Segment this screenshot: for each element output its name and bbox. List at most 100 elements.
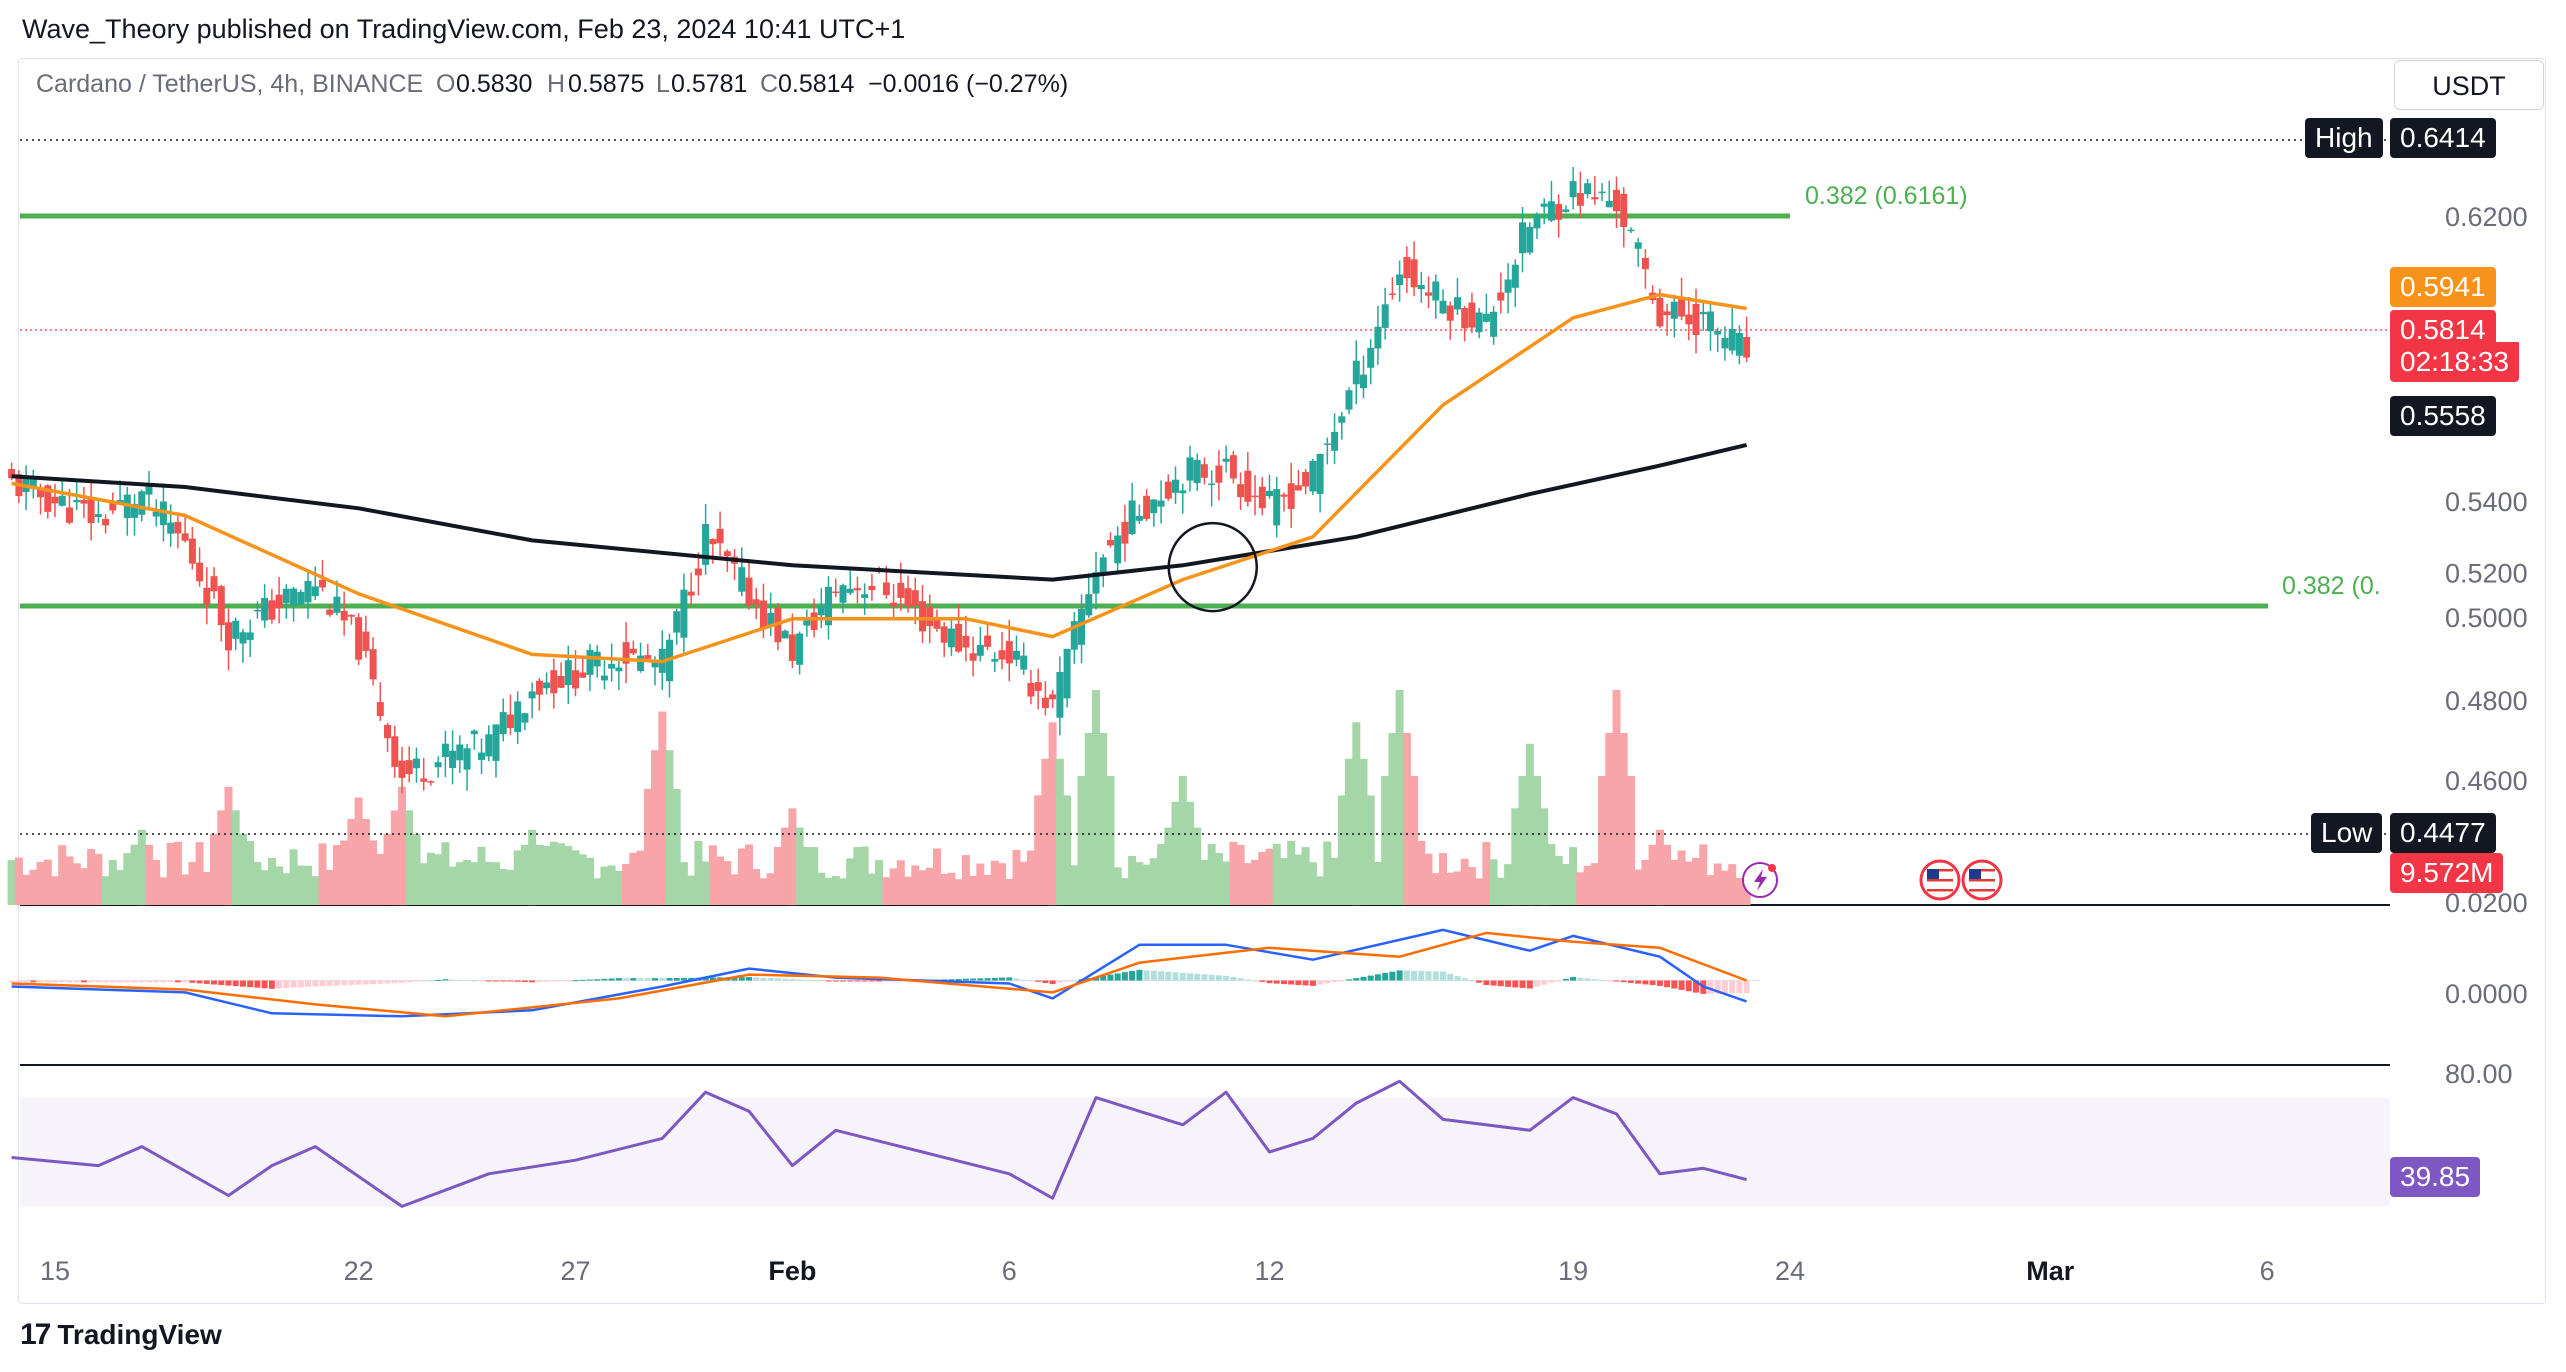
macd-histogram-bar (1584, 978, 1591, 981)
macd-histogram-bar (362, 980, 369, 985)
ohlc-open: 0.5830 (456, 70, 533, 98)
candle-body (449, 750, 457, 768)
volume-bar (1207, 844, 1216, 905)
tradingview-logo[interactable]: 17 TradingView (20, 1318, 222, 1352)
macd-histogram-bar (1223, 975, 1230, 981)
macd-histogram-bar (637, 978, 644, 981)
macd-histogram-bar (240, 980, 246, 987)
volume-bar (708, 845, 717, 905)
volume-bar (1576, 872, 1585, 905)
macd-histogram-bar (30, 980, 37, 983)
macd-histogram-bar (471, 980, 478, 982)
candle-body (1237, 484, 1245, 498)
volume-bar (904, 876, 912, 905)
volume-bar (181, 874, 190, 905)
macd-histogram-bar (1743, 980, 1750, 993)
volume-bar (889, 868, 898, 905)
macd-histogram-bar (370, 980, 377, 985)
volume-bar (933, 848, 941, 905)
time-axis-label: 19 (1558, 1256, 1588, 1286)
volume-bar (745, 844, 753, 905)
macd-histogram-bar (377, 980, 384, 984)
candle-body (29, 476, 37, 489)
macd-tick-label: 0.0200 (2445, 888, 2528, 918)
volume-bar (1402, 733, 1411, 905)
volume-bar (1280, 858, 1288, 905)
candle-body (225, 622, 232, 651)
candle-body (152, 511, 160, 517)
macd-histogram-bar (326, 980, 333, 986)
volume-bar (918, 870, 927, 905)
volume-bar (1265, 848, 1274, 905)
volume-bar (911, 865, 920, 905)
candle-body (767, 612, 775, 626)
candle-body (384, 724, 391, 739)
symbol-title[interactable]: Cardano / TetherUS, 4h, BINANCE (36, 70, 424, 98)
ohlc-close: 0.5814 (778, 70, 855, 98)
candle-body (911, 590, 919, 607)
volume-bar (282, 873, 291, 905)
candle-body (1605, 201, 1613, 208)
candle-body (984, 635, 992, 647)
volume-bar (332, 845, 341, 905)
macd-histogram-bar (1150, 970, 1157, 981)
macd-histogram-bar (442, 979, 449, 981)
candle-body (1374, 326, 1382, 349)
candle-body (1280, 494, 1288, 497)
volume-bar (325, 870, 334, 905)
candle-body (290, 588, 298, 606)
candle-body (1620, 193, 1628, 227)
volume-bar (1504, 864, 1513, 905)
volume-bar (405, 810, 414, 905)
candle-body (427, 781, 435, 783)
volume-bar (289, 849, 298, 905)
volume-bar (217, 810, 226, 905)
volume-bar (781, 827, 790, 905)
macd-histogram-bar (1729, 980, 1736, 994)
macd-histogram-bar (1367, 975, 1374, 981)
candle-body (275, 594, 283, 609)
candle-body (1519, 222, 1526, 254)
macd-histogram-bar (818, 980, 825, 982)
volume-bar (1554, 856, 1563, 905)
candle-body (1215, 465, 1223, 483)
price-tick-label: 0.5000 (2445, 603, 2528, 633)
macd-histogram-bar (1056, 980, 1063, 983)
candle-body (196, 562, 204, 582)
macd-histogram-bar (319, 980, 326, 987)
candle-body (1641, 257, 1649, 270)
candle-body (1302, 472, 1310, 487)
macd-histogram-bar (138, 980, 145, 983)
candle-body (1634, 242, 1642, 249)
volume-bar (354, 797, 363, 905)
macd-histogram-bar (80, 980, 87, 983)
time-axis-label: 24 (1775, 1256, 1805, 1286)
macd-histogram-bar (746, 977, 752, 981)
macd-histogram-bar (1599, 979, 1605, 981)
volume-bar (1128, 856, 1137, 905)
candle-body (1547, 201, 1555, 221)
candle-body (1070, 621, 1078, 650)
candle-body (261, 598, 269, 621)
countdown-tag: 02:18:33 (2390, 342, 2519, 382)
volume-bar (687, 875, 696, 905)
volume-bar (947, 872, 956, 905)
currency-button[interactable]: USDT (2394, 60, 2544, 110)
volume-bar (1041, 758, 1050, 905)
candle-body (608, 664, 616, 669)
volume-bar (867, 873, 876, 905)
macd-histogram-bar (261, 980, 268, 989)
volume-bar (1171, 801, 1180, 905)
macd-histogram-bar (1230, 977, 1237, 981)
volume-bar (1706, 875, 1715, 905)
macd-histogram-bar (1266, 980, 1273, 984)
macd-histogram-bar (348, 980, 355, 985)
tradingview-brand: TradingView (57, 1319, 222, 1350)
macd-histogram-bar (890, 980, 897, 982)
us-flag-icon (1919, 859, 1961, 901)
flag-stripe (1927, 889, 1953, 892)
candle-body (333, 596, 341, 613)
macd-histogram-bar (1418, 971, 1425, 981)
volume-bar (14, 857, 23, 905)
